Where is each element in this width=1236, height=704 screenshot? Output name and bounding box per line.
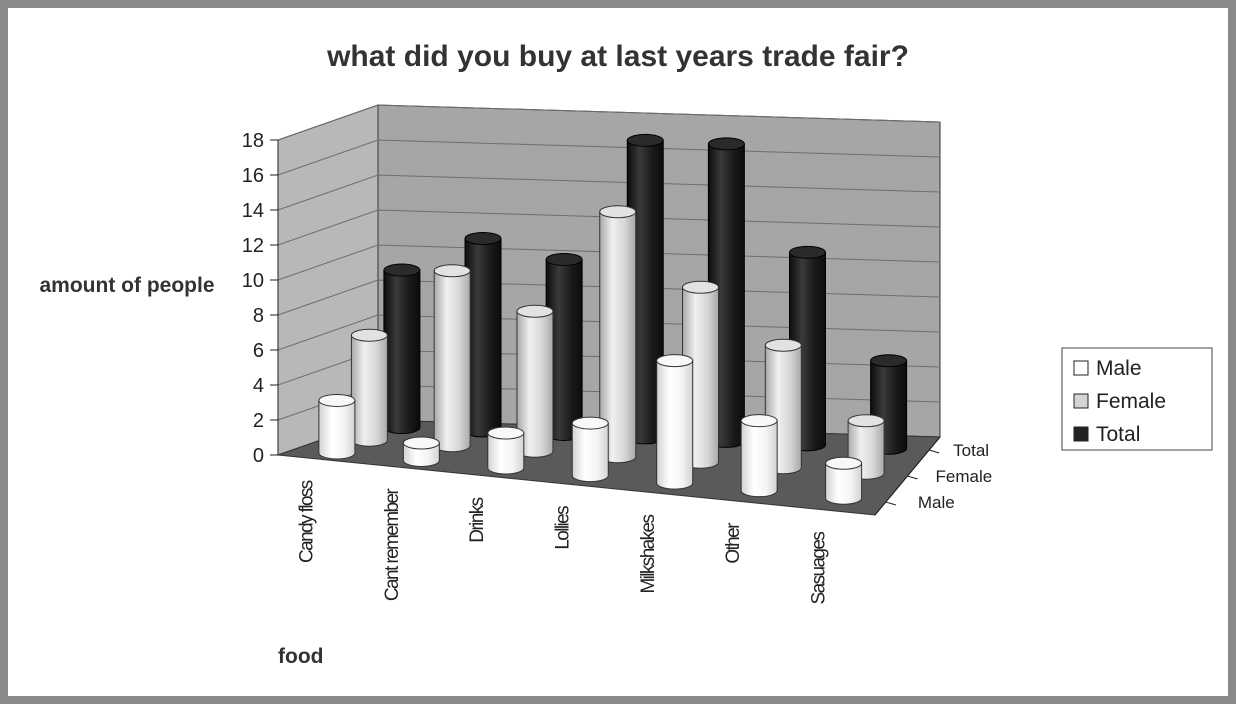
x-category-label: Milkshakes [638,514,659,593]
y-axis-title: amount of people [40,274,215,297]
bar-top [870,354,908,368]
bar-body [433,270,471,453]
bar-top [626,133,664,147]
x-axis-title: food [278,645,323,668]
legend-item: Female [1073,390,1166,413]
bar-total-drinks [545,252,583,441]
y-tick-label: 16 [242,165,264,187]
y-tick-label: 0 [253,445,264,467]
y-tick-label: 2 [253,410,264,432]
legend-swatch [1073,360,1089,376]
bar-top [516,304,554,318]
x-axis-category-labels: Candy floss Cant remember Drinks Lollies Mil… [297,480,830,604]
bar-body [656,360,694,490]
depth-tick-mark [885,501,896,506]
x-category-label: Lollies [553,506,574,550]
bar-top [350,328,388,342]
depth-axis-label: Male [918,493,955,512]
y-tick-label: 10 [242,270,264,292]
bar-top [825,456,863,470]
y-tick-label: 4 [253,375,264,397]
bar-male-other [740,414,778,498]
gridline [277,139,941,176]
bar-top [487,426,525,440]
legend-item: Male [1073,357,1142,380]
chart-title: what did you buy at last years trade fai… [326,40,909,73]
depth-tick-mark [929,449,940,454]
bar-female-candy-floss [350,328,388,447]
y-tick-label: 8 [253,305,264,327]
gridline [277,314,941,351]
bar-male-drinks [487,426,525,475]
bar-top [545,252,583,266]
bar-female-cant-remember [433,264,471,453]
bar-body [383,269,421,435]
legend-label: Male [1096,357,1142,380]
x-category-label: Candy floss [297,480,318,563]
chart-legend: Male Female Total [1061,347,1213,451]
y-axis-title-text: amount of people [40,274,215,297]
y-axis-ticks: 0 2 4 6 8 10 12 14 16 18 [242,130,279,467]
legend-label: Female [1096,390,1166,413]
depth-axis-labels: Male Female Total [874,436,993,516]
bar-top [571,416,609,430]
legend-label: Total [1096,423,1140,446]
gridline [277,174,941,211]
depth-axis-label: Female [936,467,993,486]
bar-top [656,354,694,368]
gridline [277,244,941,281]
bar-male-lollies [571,416,609,483]
gridline [277,209,941,246]
bar-top [464,232,502,246]
bar-body [318,399,356,460]
depth-axis-label: Total [953,441,989,460]
bar-top [599,205,637,219]
bar-top [788,245,826,259]
bar-top [707,137,745,151]
bar-body [402,442,440,467]
bar-top [318,393,356,407]
bar-male-cant-remember [402,436,440,467]
chart-bars [318,133,908,505]
y-tick-label: 12 [242,235,264,257]
y-tick-label: 14 [242,200,264,222]
x-category-label: Other [723,522,744,564]
legend-item: Total [1073,423,1140,446]
bar-body [571,422,609,483]
y-tick-label: 18 [242,130,264,152]
bar-top [433,264,471,278]
bar-top [682,280,720,294]
bar-top [847,414,885,428]
bar-total-candy-floss [383,263,421,435]
gridline [277,104,941,141]
y-tick-label: 6 [253,340,264,362]
gridline [277,279,941,316]
bar-body [825,462,863,505]
legend-swatch [1073,426,1089,442]
bar-body [487,432,525,475]
bar-male-sasuages [825,456,863,505]
bar-top [383,263,421,277]
x-category-label: Drinks [467,497,488,542]
bar-body [350,334,388,447]
bar-body [740,420,778,498]
bar-top [402,436,440,450]
x-category-label: Sasuages [808,532,829,605]
bar-male-candy-floss [318,393,356,460]
bar-top [740,414,778,428]
depth-tick-mark [907,475,918,480]
bar-top [764,338,802,352]
bar-male-milkshakes [656,354,694,490]
x-category-label: Cant remember [382,488,403,601]
legend-swatch [1073,393,1089,409]
